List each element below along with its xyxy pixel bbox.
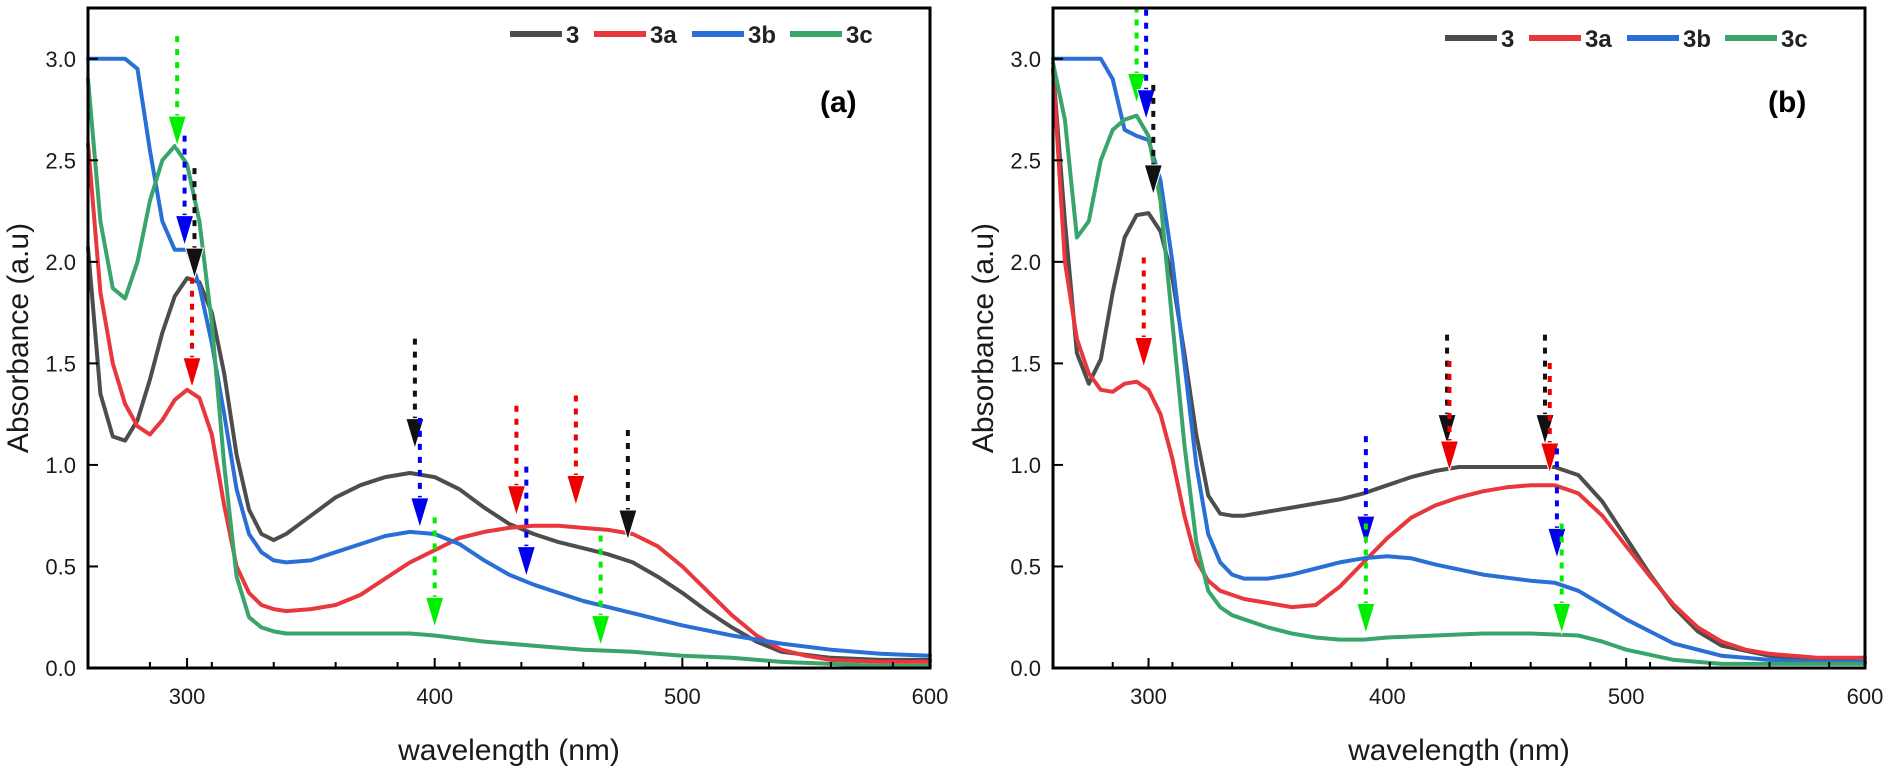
arrow-head	[618, 509, 638, 542]
y-tick-label: 0.5	[1010, 554, 1041, 579]
arrow-head	[506, 485, 527, 518]
arrow-head	[590, 615, 611, 648]
x-tick-label: 600	[1847, 684, 1884, 709]
x-tick-label: 400	[416, 684, 453, 709]
arrow-head	[1356, 602, 1376, 636]
plot-frame	[1051, 6, 1867, 670]
y-tick-label: 2.5	[45, 148, 76, 173]
x-axis-title: wavelength (nm)	[397, 734, 620, 767]
arrow-head	[516, 546, 537, 579]
arrow-head	[182, 357, 202, 390]
series-layer	[1051, 56, 1867, 666]
series-line-3c	[86, 77, 932, 668]
series-line-3	[86, 245, 932, 662]
series-layer	[86, 56, 932, 668]
y-tick-label: 1.0	[45, 453, 76, 478]
arrow-head	[1547, 527, 1567, 561]
panel-label: (a)	[820, 86, 857, 119]
y-tick-label: 1.5	[45, 351, 76, 376]
arrow-head	[174, 215, 195, 248]
y-tick-label: 1.0	[1010, 453, 1041, 478]
legend-label: 3	[1501, 26, 1514, 53]
x-axis-title: wavelength (nm)	[1347, 734, 1570, 767]
tick-layer: 300 400 500 600 0.0 0.5 1.0 1.5 2.0 2.5 3.0	[45, 47, 948, 709]
series-line-3a	[1051, 66, 1867, 660]
plot-frame	[86, 6, 932, 670]
legend: 3 3a 3b 3c	[1445, 26, 1808, 53]
arrow-head	[1134, 336, 1154, 370]
arrow-head	[1136, 89, 1156, 122]
marker-layer	[1126, 0, 1572, 636]
x-tick-label: 300	[1130, 684, 1167, 709]
panel-a: 300 400 500 600 0.0 0.5 1.0 1.5 2.0 2.5 3.0 wavele…	[2, 6, 948, 767]
x-tick-label: 500	[664, 684, 701, 709]
series-line-3b	[86, 56, 932, 658]
series-line-3c	[1051, 60, 1867, 666]
arrow-head	[1540, 442, 1560, 475]
arrow-head	[184, 247, 205, 280]
arrow-head	[1356, 515, 1376, 548]
legend-label: 3b	[748, 22, 776, 49]
y-tick-label: 2.5	[1010, 148, 1041, 173]
arrow-head	[1552, 602, 1572, 636]
arrow-head	[1437, 414, 1457, 447]
panel-b: 300 400 500 600 0.0 0.5 1.0 1.5 2.0 2.5 3.0 wavele…	[967, 0, 1883, 767]
arrow-head	[1439, 440, 1460, 473]
legend: 3 3a 3b 3c	[510, 22, 873, 49]
legend-label: 3c	[846, 22, 873, 49]
x-tick-label: 500	[1608, 684, 1645, 709]
arrow-head	[1126, 72, 1147, 106]
legend-label: 3	[566, 22, 579, 49]
y-tick-label: 3.0	[1010, 47, 1041, 72]
arrow-head	[167, 115, 187, 148]
series-line-3a	[86, 142, 932, 664]
y-tick-label: 2.0	[45, 250, 76, 275]
y-tick-label: 3.0	[45, 47, 76, 72]
y-axis-title: Absorbance (a.u)	[967, 223, 1000, 453]
arrow-head	[425, 596, 445, 630]
x-tick-label: 600	[912, 684, 949, 709]
legend-label: 3a	[1585, 26, 1612, 53]
y-tick-label: 0.0	[1010, 656, 1041, 681]
legend-label: 3a	[650, 22, 677, 49]
y-tick-label: 1.5	[1010, 351, 1041, 376]
marker-layer	[167, 36, 638, 648]
y-tick-label: 2.0	[1010, 250, 1041, 275]
legend-label: 3c	[1781, 26, 1808, 53]
y-tick-label: 0.0	[45, 656, 76, 681]
arrow-head	[1143, 164, 1163, 197]
legend-label: 3b	[1683, 26, 1711, 53]
arrow-head	[566, 475, 586, 508]
series-line-3	[1051, 66, 1867, 664]
panel-label: (b)	[1768, 86, 1806, 119]
x-tick-label: 400	[1369, 684, 1406, 709]
y-axis-title: Absorbance (a.u)	[2, 223, 35, 453]
arrow-head	[410, 497, 430, 530]
y-tick-label: 0.5	[45, 554, 76, 579]
tick-layer: 300 400 500 600 0.0 0.5 1.0 1.5 2.0 2.5 3.0	[1010, 47, 1883, 709]
x-tick-label: 300	[169, 684, 206, 709]
